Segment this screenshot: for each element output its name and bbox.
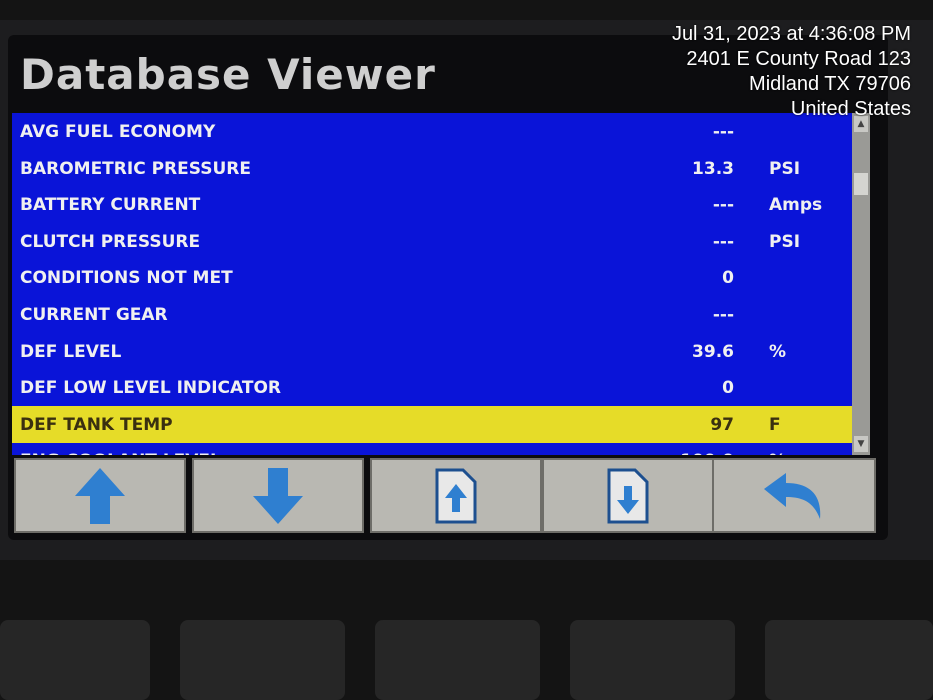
row-unit: Amps [769, 195, 823, 216]
hardware-key[interactable] [765, 620, 933, 700]
page-down-button[interactable] [542, 458, 714, 533]
page-title: Database Viewer [20, 50, 436, 99]
row-name: BAROMETRIC PRESSURE [20, 158, 251, 179]
row-value: --- [712, 195, 734, 216]
row-name: ENG COOLANT LEVEL [20, 451, 221, 455]
row-value: 39.6 [692, 341, 734, 362]
move-down-button[interactable] [192, 458, 364, 533]
arrow-up-icon [75, 467, 125, 524]
row-value: 0 [722, 378, 734, 399]
list-row[interactable]: AVG FUEL ECONOMY --- [12, 113, 852, 150]
row-name: CURRENT GEAR [20, 305, 168, 325]
row-value: 0 [722, 268, 734, 289]
row-unit: PSI [769, 231, 801, 252]
list-row[interactable]: DEF TANK TEMP 97 F [12, 405, 852, 443]
scroll-thumb[interactable] [854, 173, 868, 195]
row-value: --- [712, 122, 734, 142]
row-unit: PSI [769, 158, 801, 179]
row-unit: % [769, 451, 786, 455]
stamp-address1: 2401 E County Road 123 [686, 48, 911, 70]
row-value: --- [712, 231, 734, 252]
row-value: 97 [710, 414, 734, 435]
stamp-datetime: Jul 31, 2023 at 4:36:08 PM [671, 23, 911, 45]
row-name: CONDITIONS NOT MET [20, 268, 233, 289]
list-row[interactable]: CONDITIONS NOT MET 0 [12, 259, 852, 296]
row-name: DEF TANK TEMP [20, 414, 173, 435]
list-row[interactable]: BAROMETRIC PRESSURE 13.3 PSI [12, 150, 852, 187]
row-name: CLUTCH PRESSURE [20, 231, 201, 252]
list-row[interactable]: ENG COOLANT LEVEL 100.0% [12, 442, 852, 455]
parameter-list: AVG FUEL ECONOMY --- BAROMETRIC PRESSURE 13… [12, 113, 852, 455]
arrow-down-icon [253, 467, 303, 524]
page-up-button[interactable] [370, 458, 542, 533]
page-up-icon [435, 468, 477, 523]
scrollbar[interactable]: ▲ ▼ [852, 113, 870, 455]
row-name: AVG FUEL ECONOMY [20, 122, 216, 142]
stamp-address2: Midland TX 79706 [749, 73, 911, 95]
back-button[interactable] [712, 458, 876, 533]
photo-timestamp-overlay: Jul 31, 2023 at 4:36:08 PM 2401 E County… [672, 22, 911, 122]
stamp-country: United States [790, 98, 911, 120]
list-row[interactable]: DEF LEVEL 39.6% [12, 333, 852, 370]
page-down-icon [607, 468, 649, 523]
move-up-button[interactable] [14, 458, 186, 533]
row-value: --- [712, 305, 734, 325]
list-row[interactable]: DEF LOW LEVEL INDICATOR 0 [12, 369, 852, 406]
row-value: 100.0 [680, 451, 734, 455]
scroll-up-button[interactable]: ▲ [854, 116, 868, 132]
list-row[interactable]: CURRENT GEAR --- [12, 296, 852, 333]
back-icon [764, 472, 821, 519]
toolbar [14, 458, 876, 536]
hardware-key[interactable] [0, 620, 150, 700]
row-name: DEF LOW LEVEL INDICATOR [20, 378, 282, 399]
row-name: DEF LEVEL [20, 341, 122, 362]
row-value: 13.3 [692, 158, 734, 179]
row-name: BATTERY CURRENT [20, 195, 201, 216]
list-row[interactable]: BATTERY CURRENT --- Amps [12, 186, 852, 223]
hardware-key[interactable] [180, 620, 345, 700]
row-unit: F [769, 414, 781, 435]
list-row[interactable]: CLUTCH PRESSURE --- PSI [12, 223, 852, 260]
hardware-key[interactable] [570, 620, 735, 700]
scroll-down-button[interactable]: ▼ [854, 436, 868, 452]
row-unit: % [769, 341, 787, 362]
hardware-key[interactable] [375, 620, 540, 700]
